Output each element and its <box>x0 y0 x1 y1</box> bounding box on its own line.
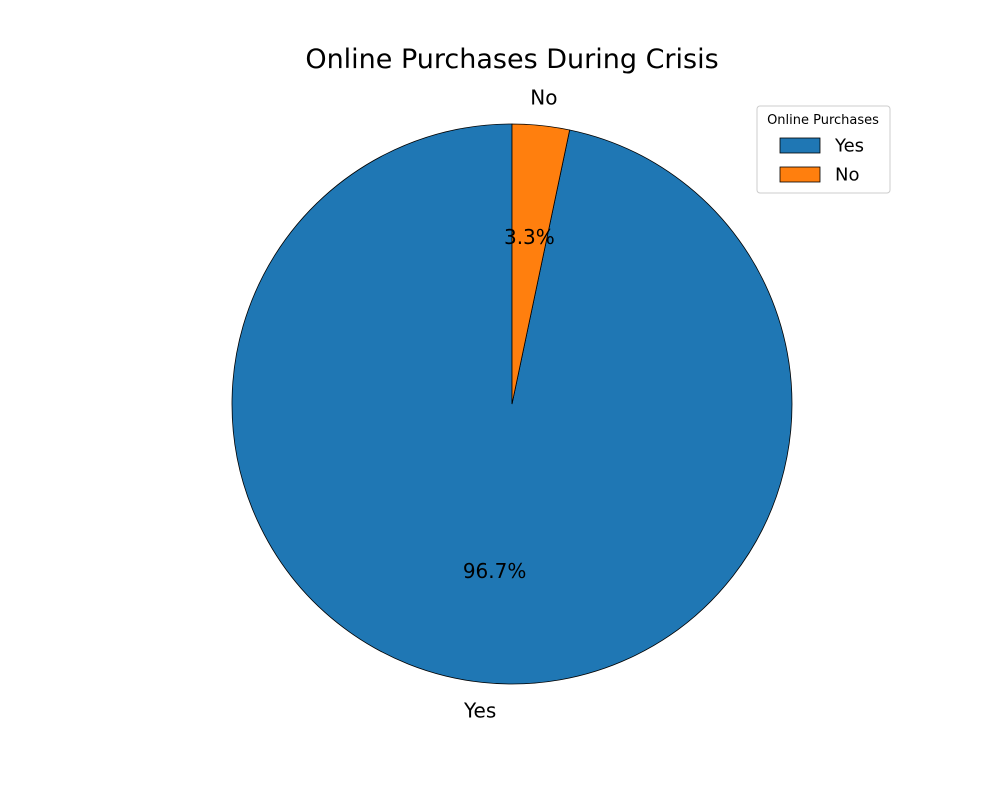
legend: Online Purchases Yes No <box>757 106 890 193</box>
legend-label-no: No <box>835 165 859 186</box>
legend-label-yes: Yes <box>834 136 864 157</box>
percent-label-no: 3.3% <box>504 225 555 249</box>
chart-title: Online Purchases During Crisis <box>305 44 718 75</box>
pie-slices <box>232 124 792 684</box>
legend-swatch-yes <box>780 138 820 153</box>
percent-label-yes: 96.7% <box>463 559 527 583</box>
legend-swatch-no <box>780 167 820 182</box>
slice-label-no: No <box>530 86 557 110</box>
slice-label-yes: Yes <box>463 698 496 722</box>
legend-title: Online Purchases <box>767 113 879 128</box>
